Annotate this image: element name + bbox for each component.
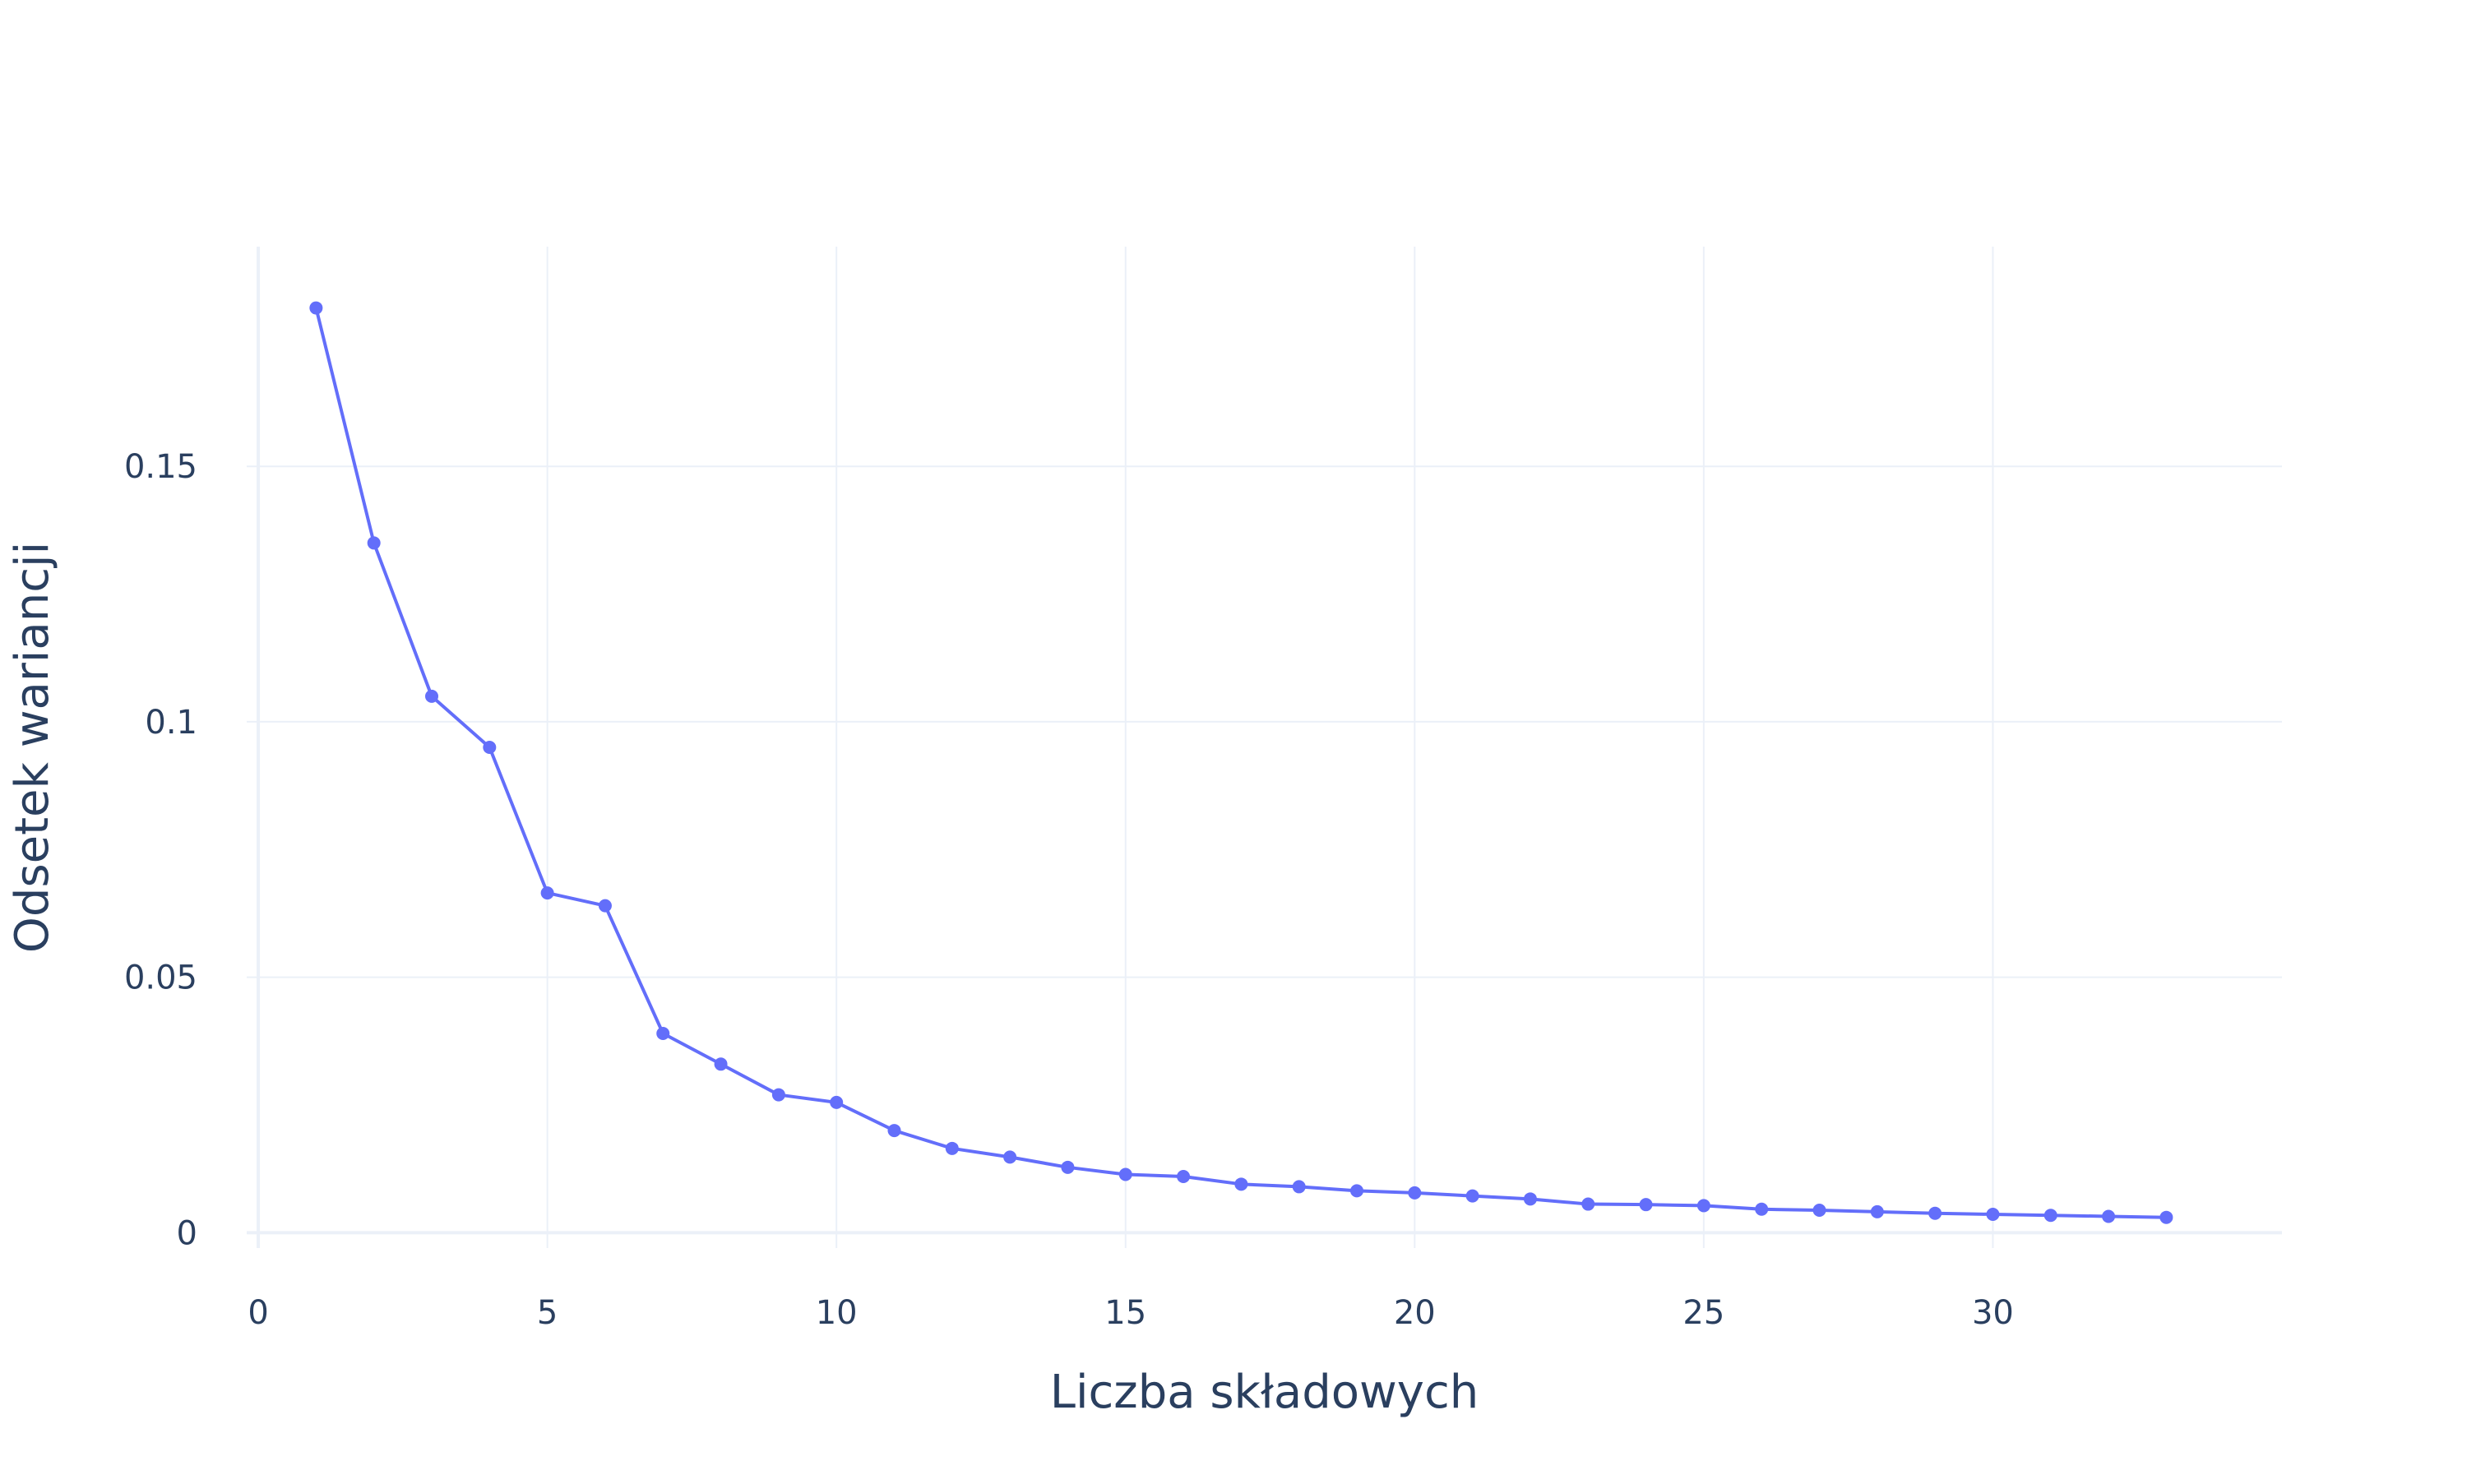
data-point <box>540 886 554 900</box>
data-point <box>2102 1209 2116 1223</box>
data-point <box>1639 1198 1653 1212</box>
x-tick-label: 5 <box>537 1294 558 1332</box>
x-tick-labels: 0 5 10 15 20 25 30 <box>248 1294 2014 1332</box>
data-point <box>1465 1189 1479 1203</box>
data-point <box>1118 1167 1132 1181</box>
data-point <box>656 1027 670 1040</box>
y-tick-label: 0.15 <box>124 448 197 486</box>
data-point <box>1581 1197 1595 1211</box>
data-point <box>2043 1209 2057 1223</box>
y-tick-label: 0.1 <box>145 704 197 742</box>
data-point <box>1755 1202 1769 1216</box>
data-point <box>945 1141 959 1155</box>
x-axis-title: Liczba składowych <box>1050 1366 1479 1419</box>
y-tick-label: 0.05 <box>124 959 197 997</box>
data-point <box>830 1095 844 1109</box>
zero-lines <box>247 247 2282 1248</box>
x-tick-label: 25 <box>1682 1294 1724 1332</box>
y-axis-title: Odsetek wariancji <box>6 542 59 953</box>
x-tick-label: 30 <box>1972 1294 2014 1332</box>
x-tick-label: 10 <box>816 1294 858 1332</box>
data-point <box>483 741 497 754</box>
data-point <box>1234 1177 1248 1191</box>
data-point <box>771 1088 785 1102</box>
data-point <box>1292 1180 1306 1194</box>
data-point <box>2159 1210 2173 1224</box>
x-tick-label: 15 <box>1104 1294 1146 1332</box>
x-tick-label: 20 <box>1394 1294 1436 1332</box>
y-tick-labels: 0 0.05 0.1 0.15 <box>124 448 197 1252</box>
data-point <box>1523 1192 1537 1206</box>
series-line <box>314 307 2167 1219</box>
data-point <box>1812 1204 1826 1218</box>
data-point <box>1003 1150 1017 1164</box>
data-point <box>309 301 323 315</box>
series-group <box>309 301 2173 1224</box>
data-point <box>1350 1184 1363 1198</box>
data-point <box>1986 1207 2000 1221</box>
data-point <box>1177 1170 1191 1183</box>
data-point <box>1061 1160 1075 1174</box>
y-tick-label: 0 <box>177 1214 197 1252</box>
data-point <box>598 899 612 913</box>
data-point <box>1928 1206 1942 1220</box>
data-point <box>1696 1199 1710 1213</box>
data-point <box>1408 1186 1422 1200</box>
x-gridlines <box>546 247 1994 1248</box>
data-point <box>714 1057 728 1071</box>
data-point <box>1870 1204 1884 1218</box>
y-gridlines <box>247 465 2282 978</box>
data-point <box>367 536 381 550</box>
data-point <box>425 689 438 703</box>
data-point <box>887 1124 901 1138</box>
x-tick-label: 0 <box>248 1294 268 1332</box>
